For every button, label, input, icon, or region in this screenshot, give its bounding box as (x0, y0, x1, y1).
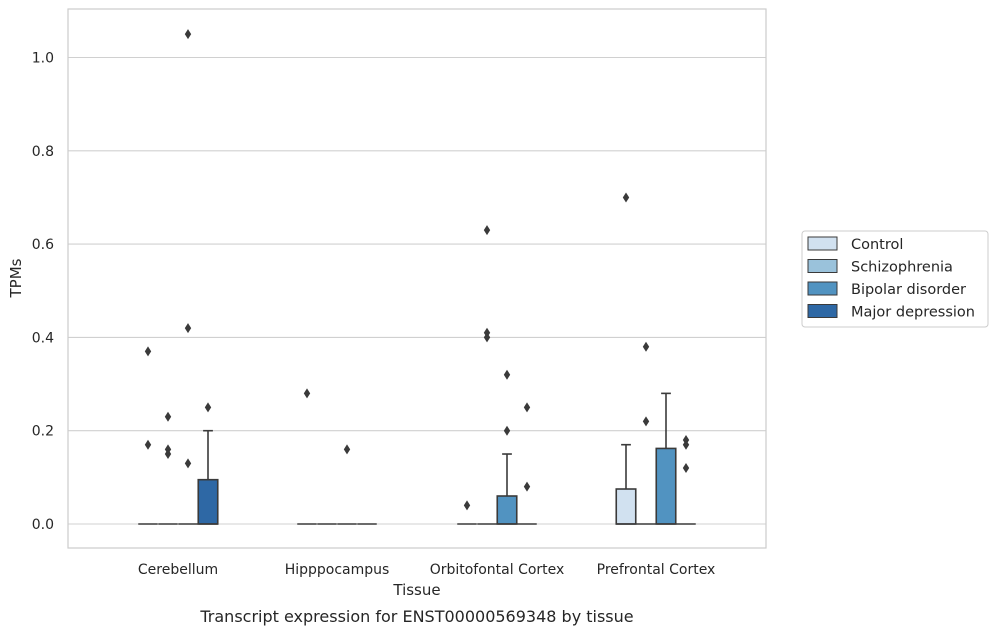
y-tick-label: 0.6 (32, 237, 54, 253)
y-tick-label: 0.2 (32, 424, 54, 440)
legend-frame (801, 230, 989, 328)
outlier-point (204, 402, 212, 413)
legend-swatch (807, 304, 838, 318)
y-axis-label: TPMs (7, 258, 25, 298)
x-tick-label: Hipppocampus (285, 562, 390, 578)
plot-frame (67, 8, 767, 549)
box-group (197, 429, 219, 525)
outlier-point (503, 425, 511, 436)
box-group (615, 443, 637, 525)
legend-swatch (807, 236, 838, 251)
legend-label: Schizophrenia (851, 260, 953, 276)
x-tick-label: Orbitofontal Cortex (430, 562, 565, 578)
outlier-point (184, 458, 192, 469)
chart-caption: Transcript expression for ENST0000056934… (199, 607, 633, 626)
y-tick-label: 0.0 (32, 517, 54, 533)
y-tick-labels: 0.0 0.2 0.4 0.6 0.8 1.0 (32, 51, 54, 534)
outlier-point (144, 439, 152, 450)
legend-swatch (807, 259, 838, 273)
outlier-point (523, 481, 531, 492)
outlier-point (184, 29, 192, 40)
outlier-point (642, 341, 650, 352)
outlier-point (622, 192, 630, 203)
outlier-point (164, 411, 172, 422)
x-axis-label: Tissue (392, 581, 440, 599)
outlier-point (642, 416, 650, 427)
x-tick-label: Cerebellum (138, 562, 218, 578)
boxes-layer (138, 392, 696, 525)
legend-swatch (807, 281, 838, 296)
outlier-point (343, 444, 351, 455)
outlier-point (682, 439, 690, 450)
outlier-point (523, 402, 531, 413)
box (496, 495, 518, 525)
outlier-point (303, 388, 311, 399)
outlier-point (503, 369, 511, 380)
outlier-point (483, 225, 491, 236)
legend-label: Major depression (851, 305, 975, 321)
outlier-point (144, 346, 152, 357)
outliers-layer (144, 29, 690, 511)
legend-label: Control (851, 237, 903, 253)
legend-label: Bipolar disorder (851, 282, 966, 298)
outlier-point (184, 323, 192, 334)
y-tick-label: 1.0 (32, 51, 54, 67)
y-tick-label: 0.4 (32, 330, 54, 346)
y-tick-label: 0.8 (32, 144, 54, 160)
x-tick-labels: Cerebellum Hipppocampus Orbitofontal Corte… (138, 562, 715, 578)
box-group (496, 453, 518, 525)
x-tick-label: Prefrontal Cortex (597, 562, 716, 578)
box (615, 488, 637, 525)
box-group (655, 392, 677, 525)
box (655, 447, 677, 525)
outlier-point (463, 500, 471, 511)
outlier-point (483, 332, 491, 343)
outlier-point (164, 449, 172, 460)
legend: Control Schizophrenia Bipolar disorder Majo… (801, 230, 989, 328)
outlier-point (682, 463, 690, 474)
box (197, 478, 219, 525)
